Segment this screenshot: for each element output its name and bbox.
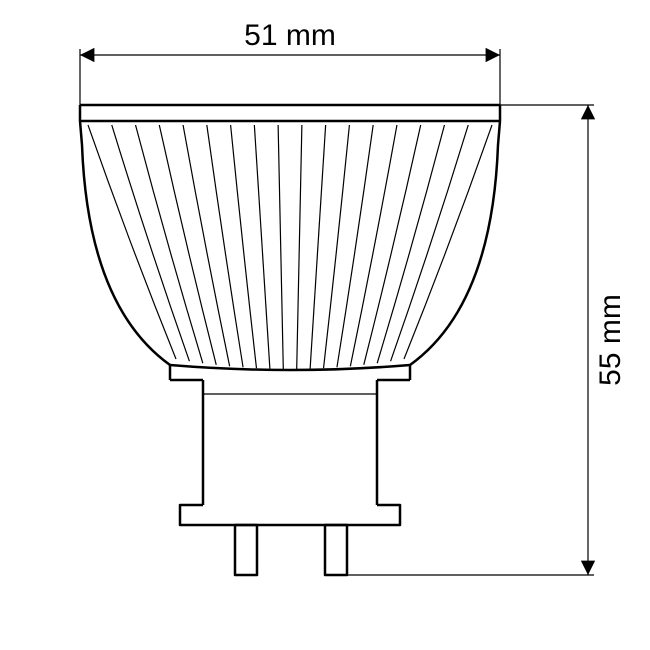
- bulb-ribs: [88, 125, 492, 369]
- height-dimension-text: 55 mm: [594, 294, 627, 386]
- bulb-outline: [80, 105, 500, 575]
- width-dimension-text: 51 mm: [244, 19, 336, 52]
